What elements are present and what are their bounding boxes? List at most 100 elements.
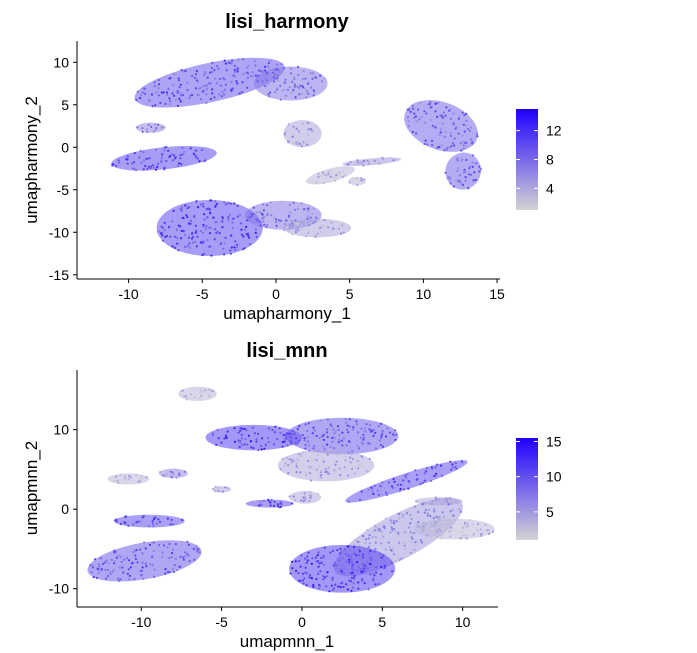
- cell-point: [287, 141, 290, 144]
- cell-point: [243, 247, 246, 250]
- cell-point: [279, 431, 282, 434]
- cell-point: [407, 108, 411, 111]
- cell-point: [316, 476, 319, 479]
- cell-point: [324, 468, 327, 471]
- cell-point: [402, 488, 405, 491]
- cell-point: [392, 432, 395, 435]
- cell-point: [293, 83, 296, 86]
- cell-point: [356, 183, 359, 187]
- cell-point: [223, 89, 226, 92]
- cell-point: [176, 236, 179, 239]
- cell-point: [403, 544, 406, 547]
- cell-point: [189, 396, 192, 399]
- cell-point: [349, 461, 352, 464]
- cell-point: [307, 422, 310, 425]
- cell-point: [180, 206, 184, 209]
- cell-point: [368, 542, 371, 545]
- cell-point: [457, 523, 460, 526]
- cell-point: [126, 572, 129, 575]
- cell-point: [312, 585, 315, 589]
- cell-point: [401, 557, 404, 560]
- cell-point: [165, 146, 168, 149]
- cell-point: [317, 587, 320, 590]
- cell-point: [428, 103, 431, 106]
- cell-point: [135, 549, 138, 552]
- cell-point: [124, 481, 127, 484]
- cell-point: [317, 175, 320, 179]
- cell-point: [202, 205, 205, 208]
- cell-point: [441, 144, 444, 147]
- cell-point: [326, 435, 329, 439]
- cell-point: [193, 558, 196, 561]
- cell-point: [310, 466, 313, 469]
- cell-point: [459, 537, 462, 540]
- cell-point: [294, 228, 297, 231]
- cluster: [289, 544, 396, 593]
- cell-point: [415, 500, 418, 503]
- cell-point: [454, 466, 457, 469]
- cell-point: [262, 203, 265, 206]
- cell-point: [115, 518, 118, 521]
- cell-point: [292, 201, 295, 204]
- cell-point: [373, 428, 376, 432]
- cell-point: [140, 161, 143, 164]
- cell-point: [117, 159, 120, 162]
- cell-point: [451, 509, 454, 512]
- cell-point: [140, 573, 143, 576]
- cell-point: [292, 89, 295, 92]
- cell-point: [217, 437, 220, 440]
- cell-point: [247, 210, 250, 213]
- cell-point: [169, 474, 172, 477]
- cell-point: [329, 445, 332, 448]
- cell-point: [324, 470, 327, 474]
- cell-point: [199, 98, 202, 101]
- cell-point: [233, 427, 236, 430]
- cell-point: [161, 473, 164, 476]
- cell-point: [97, 568, 100, 571]
- cell-point: [380, 542, 383, 545]
- cell-point: [163, 168, 166, 171]
- cell-point: [320, 175, 323, 178]
- cell-point: [465, 145, 468, 148]
- legend-tick-label: 10: [546, 469, 562, 485]
- cell-point: [242, 235, 245, 238]
- cell-point: [417, 108, 420, 111]
- cell-point: [295, 462, 298, 465]
- cell-point: [136, 561, 139, 564]
- cell-point: [320, 469, 324, 473]
- cell-point: [344, 421, 348, 424]
- cell-point: [468, 518, 471, 522]
- cell-point: [367, 552, 370, 555]
- cell-point: [315, 468, 318, 471]
- cell-point: [268, 59, 271, 62]
- cell-point: [411, 104, 414, 107]
- cell-point: [440, 115, 443, 118]
- cell-point: [334, 463, 337, 466]
- cell-point: [246, 86, 249, 89]
- cell-point: [198, 87, 201, 90]
- cell-point: [245, 429, 248, 432]
- cell-point: [208, 211, 212, 214]
- cell-point: [300, 464, 303, 467]
- cluster: [348, 177, 366, 187]
- cell-point: [129, 566, 132, 569]
- cell-point: [214, 77, 217, 80]
- cell-point: [348, 558, 351, 561]
- cell-point: [172, 209, 175, 212]
- cell-point: [388, 545, 391, 548]
- cell-point: [335, 174, 338, 177]
- cell-point: [331, 227, 334, 230]
- cell-point: [261, 217, 264, 220]
- cell-point: [399, 483, 403, 486]
- cell-point: [488, 532, 491, 535]
- cell-point: [187, 236, 190, 239]
- cell-point: [206, 76, 209, 79]
- cell-point: [169, 103, 172, 106]
- cell-point: [349, 456, 352, 459]
- cell-point: [322, 445, 325, 448]
- cell-point: [180, 69, 183, 72]
- cell-point: [231, 226, 234, 229]
- cell-point: [384, 548, 387, 551]
- cell-point: [460, 149, 463, 152]
- cell-point: [141, 561, 144, 564]
